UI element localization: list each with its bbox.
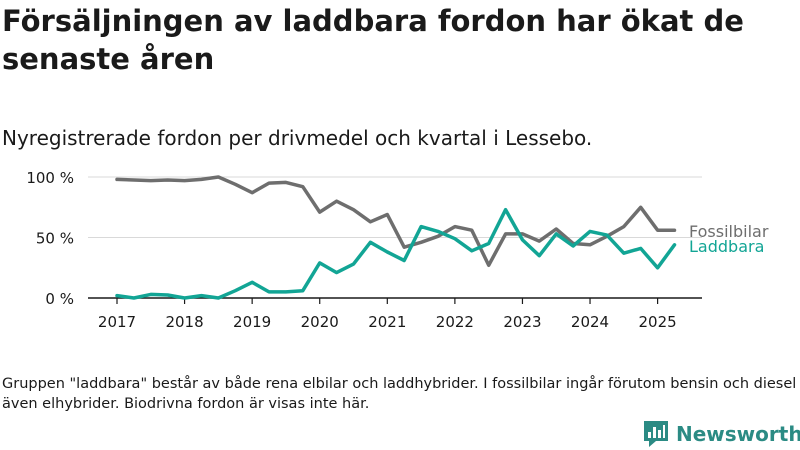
y-tick-label: 0 % (45, 290, 74, 308)
grid-lines (88, 176, 702, 238)
series-label-laddbara: Laddbara (689, 237, 764, 256)
chart-subtitle: Nyregistrerade fordon per drivmedel och … (2, 126, 593, 150)
x-tick-label: 2024 (571, 313, 609, 331)
x-tick-label: 2019 (233, 313, 271, 331)
x-tick-label: 2017 (98, 313, 136, 331)
footnote: Gruppen "laddbara" består av både rena e… (2, 376, 797, 412)
newsworthy-chart-icon (644, 421, 668, 447)
series-line-fossilbilar (115, 175, 677, 268)
brand-name: Newsworthy (676, 422, 800, 446)
x-tick-label: 2018 (165, 313, 203, 331)
y-axis-ticks: 0 % 50 % 100 % (26, 169, 74, 308)
x-tick-label: 2021 (368, 313, 406, 331)
series-lines (115, 175, 677, 300)
x-axis: 2017 2018 2019 2020 2021 2022 2023 2024 2025 (88, 297, 702, 331)
chart-title: Försäljningen av laddbara fordon har öka… (2, 4, 744, 76)
x-tick-label: 2020 (301, 313, 339, 331)
line-chart: 0 % 50 % 100 % 2017 2018 2019 2020 2021 2022 202… (26, 169, 769, 331)
x-tick-label: 2023 (503, 313, 541, 331)
x-tick-label: 2025 (639, 313, 677, 331)
series-line-laddbara (115, 207, 677, 300)
x-tick-label: 2022 (436, 313, 474, 331)
brand-logo[interactable]: Newsworthy (644, 420, 800, 448)
y-tick-label: 50 % (36, 230, 74, 248)
series-label-fossilbilar: Fossilbilar (689, 222, 769, 241)
y-tick-label: 100 % (26, 169, 74, 187)
